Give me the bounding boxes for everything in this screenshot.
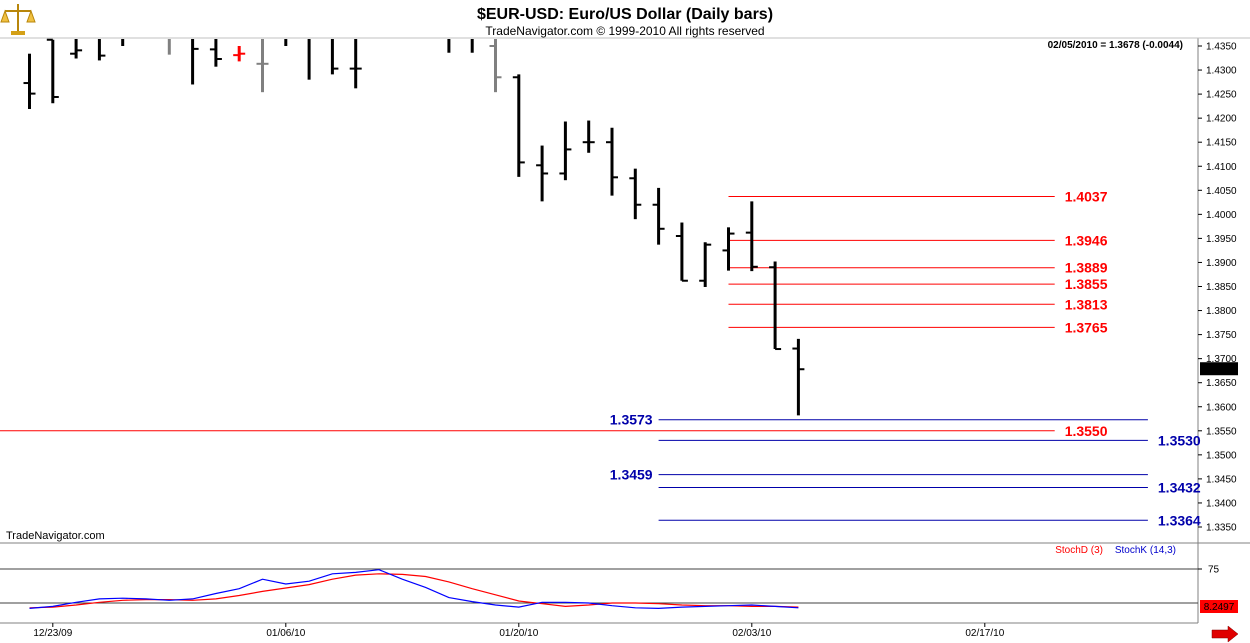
price-tick-label: 1.3500 bbox=[1206, 450, 1237, 461]
level-label: 1.3889 bbox=[1065, 260, 1108, 276]
ohlc-bar bbox=[536, 145, 549, 202]
ohlc-bar bbox=[652, 187, 665, 245]
right-arrow-icon[interactable] bbox=[1211, 625, 1239, 643]
level-label: 1.3765 bbox=[1065, 319, 1108, 335]
price-tick-label: 1.4050 bbox=[1206, 186, 1237, 197]
ohlc-bar bbox=[191, 39, 199, 85]
ohlc-bar bbox=[792, 338, 805, 416]
price-tick-label: 1.4000 bbox=[1206, 210, 1237, 221]
level-label: 1.3550 bbox=[1065, 423, 1108, 439]
level-label: 1.3530 bbox=[1158, 432, 1201, 448]
price-tick-label: 1.3400 bbox=[1206, 498, 1237, 509]
price-tick-label: 1.4350 bbox=[1206, 42, 1237, 53]
ohlc-bars bbox=[23, 38, 805, 416]
level-label: 1.3813 bbox=[1065, 296, 1108, 312]
ohlc-bar bbox=[769, 261, 782, 351]
copyright-text: TradeNavigator.com © 1999-2010 All right… bbox=[485, 24, 764, 38]
last-price-label: 1.3678 bbox=[1204, 365, 1235, 376]
ohlc-bar bbox=[675, 222, 688, 282]
quote-readout: 02/05/2010 = 1.3678 (-0.0044) bbox=[1048, 40, 1183, 51]
level-label: 1.3459 bbox=[610, 467, 653, 483]
price-tick-label: 1.4300 bbox=[1206, 66, 1237, 77]
level-label: 1.3573 bbox=[610, 412, 653, 428]
ohlc-bar bbox=[559, 121, 572, 181]
price-tick-label: 1.4150 bbox=[1206, 138, 1237, 149]
date-tick-label: 01/06/10 bbox=[266, 628, 305, 639]
ohlc-bar bbox=[23, 53, 36, 110]
ohlc-bar bbox=[256, 39, 269, 93]
ohlc-bar bbox=[489, 39, 502, 93]
price-tick-label: 1.3550 bbox=[1206, 426, 1237, 437]
price-tick-label: 1.3650 bbox=[1206, 378, 1237, 389]
price-tick-label: 1.3950 bbox=[1206, 234, 1237, 245]
price-tick-label: 1.4250 bbox=[1206, 90, 1237, 101]
ohlc-bar bbox=[97, 39, 106, 61]
stoch-last-marker: 8.2497 bbox=[1200, 600, 1238, 613]
ohlc-bar bbox=[699, 242, 712, 287]
stoch-series-line bbox=[29, 569, 799, 610]
price-tick-label: 1.3850 bbox=[1206, 282, 1237, 293]
ohlc-bar bbox=[722, 227, 735, 271]
level-label: 1.4037 bbox=[1065, 189, 1108, 205]
date-axis: 12/23/09 01/06/10 01/20/10 02/03/10 02/17/10 bbox=[33, 623, 1005, 639]
date-tick-label: 12/23/09 bbox=[33, 628, 72, 639]
ohlc-bar bbox=[330, 39, 339, 75]
date-tick-label: 02/17/10 bbox=[965, 628, 1004, 639]
date-tick-label: 01/20/10 bbox=[499, 628, 538, 639]
ohlc-bar bbox=[582, 120, 595, 153]
stochastic-panel: 75 bbox=[0, 565, 1220, 610]
legend-stochk: StochK (14,3) bbox=[1115, 545, 1176, 556]
legend-stochd: StochD (3) bbox=[1055, 545, 1103, 556]
price-tick-label: 1.3700 bbox=[1206, 354, 1237, 365]
scales-icon bbox=[0, 4, 36, 35]
price-tick-label: 1.3750 bbox=[1206, 330, 1237, 341]
watermark-text: TradeNavigator.com bbox=[6, 530, 105, 542]
ohlc-bar bbox=[745, 201, 758, 272]
level-label: 1.3364 bbox=[1158, 512, 1201, 528]
last-price-marker: 1.3678 bbox=[1200, 362, 1238, 376]
ohlc-bar bbox=[349, 39, 362, 89]
ohlc-bar bbox=[46, 38, 59, 104]
ohlc-bar bbox=[209, 39, 222, 67]
ohlc-bar bbox=[70, 39, 83, 59]
level-label: 1.3855 bbox=[1065, 276, 1108, 292]
price-tick-label: 1.3900 bbox=[1206, 258, 1237, 269]
date-tick-label: 02/03/10 bbox=[732, 628, 771, 639]
level-label: 1.3432 bbox=[1158, 480, 1201, 496]
price-tick-label: 1.3350 bbox=[1206, 523, 1237, 534]
price-tick-label: 1.3600 bbox=[1206, 402, 1237, 413]
level-label: 1.3946 bbox=[1065, 232, 1108, 248]
price-tick-label: 1.3800 bbox=[1206, 306, 1237, 317]
stoch-last-label: 8.2497 bbox=[1204, 602, 1235, 613]
ohlc-bar bbox=[629, 168, 642, 220]
price-axis: 1.4350 1.4300 1.4250 1.4200 1.4150 1.4100 1.40… bbox=[1198, 42, 1237, 534]
price-tick-label: 1.4100 bbox=[1206, 162, 1237, 173]
ohlc-bar bbox=[512, 74, 525, 177]
price-tick-label: 1.4200 bbox=[1206, 114, 1237, 125]
stoch-tick-label: 75 bbox=[1208, 565, 1220, 576]
ohlc-bar bbox=[233, 46, 246, 62]
chart-title: $EUR-USD: Euro/US Dollar (Daily bars) bbox=[477, 6, 773, 23]
ohlc-bar bbox=[606, 127, 618, 196]
price-tick-label: 1.3450 bbox=[1206, 474, 1237, 485]
